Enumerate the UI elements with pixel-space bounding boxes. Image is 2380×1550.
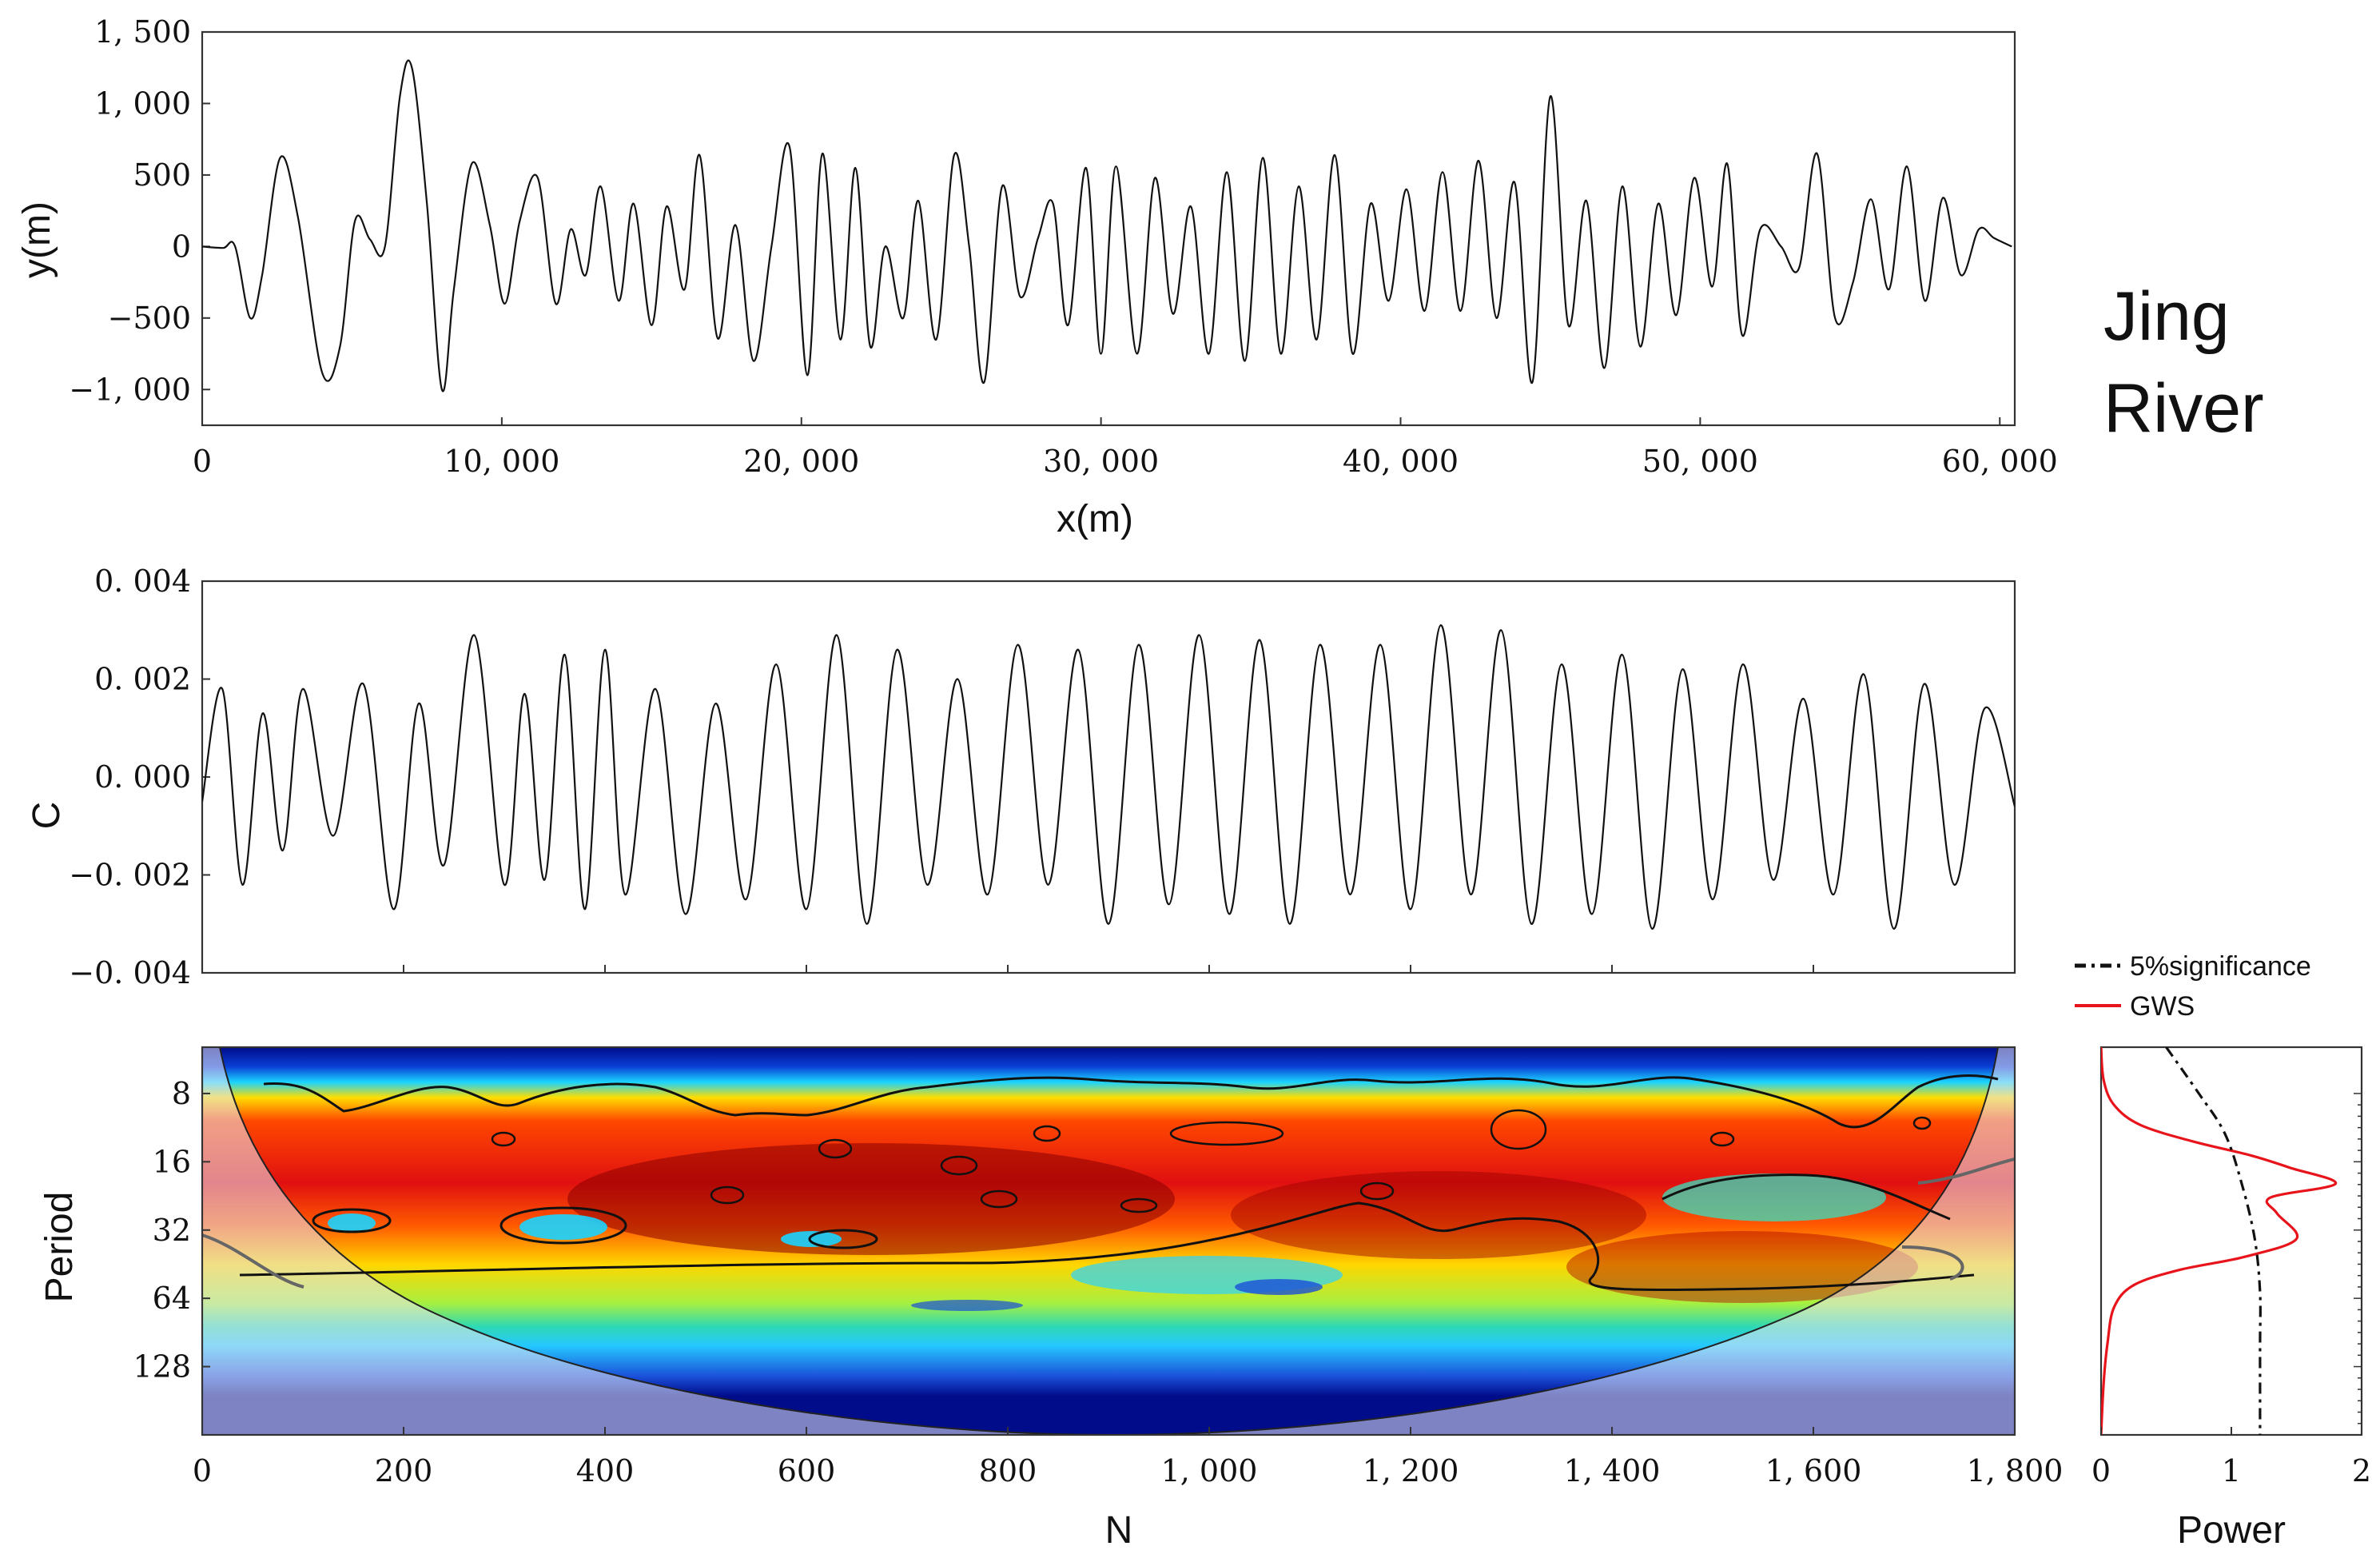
curvature-ytick-label: −0. 002 (69, 858, 191, 893)
planform-ytick-label: 1, 000 (94, 86, 191, 121)
curvature-frame (201, 580, 2016, 974)
planform-xtick-label: 50, 000 (1642, 444, 1758, 479)
wavelet-lowpower-spot (519, 1214, 607, 1240)
significance-contour-island (1490, 1109, 1547, 1150)
curvature-ytick-label: 0. 002 (94, 662, 191, 697)
legend-gws-label: GWS (2130, 991, 2195, 1022)
wavelet-xtick-label: 1, 600 (1765, 1453, 1862, 1488)
wavelet-hotspot (567, 1143, 1175, 1255)
gws-frame (2099, 1046, 2363, 1436)
wavelet-ytick-label: 32 (153, 1213, 191, 1248)
wavelet-ytick-label: 128 (133, 1349, 191, 1385)
significance-contour-island (499, 1206, 627, 1245)
planform-centerline (202, 59, 2012, 392)
wavelet-xtick-label: 800 (979, 1453, 1037, 1488)
planform-ytick-label: 500 (133, 157, 191, 193)
legend-significance-label: 5%significance (2130, 951, 2311, 982)
cone-of-influence (202, 1047, 2015, 1435)
curvature-panel: −0. 004 −0. 002 0. 000 0. 002 0. 004 C (26, 564, 2016, 990)
planform-frame (201, 30, 2016, 427)
curvature-ytick-label: 0. 004 (94, 564, 191, 599)
significance-contour-island (1033, 1125, 1061, 1142)
wavelet-xtick-label: 1, 000 (1161, 1453, 1258, 1488)
significance-contour-island (1120, 1197, 1158, 1213)
wavelet-panel: 0 200 400 600 800 1, 000 1, 200 1, 400 1, 600 1, … (38, 1046, 2064, 1550)
curvature-ytick-label: −0. 004 (69, 955, 191, 990)
planform-xtick-label: 60, 000 (1942, 444, 2058, 479)
wavelet-lowpower-spot (1235, 1279, 1323, 1295)
significance-contour-island (1912, 1116, 1932, 1130)
chart-title-line1: Jing (2103, 278, 2230, 355)
wavelet-xtick-label: 400 (576, 1453, 635, 1488)
planform-xtick-label: 30, 000 (1043, 444, 1159, 479)
planform-ytick-label: 1, 500 (94, 14, 191, 50)
wavelet-frame (201, 1046, 2016, 1436)
gws-xlabel: Power (2177, 1509, 2286, 1550)
curvature-ytick-label: 0. 000 (94, 759, 191, 795)
significance-contour-island (1169, 1121, 1284, 1146)
wavelet-lowpower-spot (911, 1300, 1023, 1311)
curvature-series (202, 624, 2015, 930)
significance-contour-top (263, 1074, 1999, 1129)
wavelet-xtick-label: 1, 200 (1363, 1453, 1459, 1488)
wavelet-xtick-label: 1, 400 (1564, 1453, 1661, 1488)
planform-xtick-label: 0 (193, 444, 212, 479)
gws-xtick-label: 2 (2352, 1453, 2371, 1488)
gws-panel: 0 1 2 Power (2091, 1046, 2371, 1550)
planform-xtick-label: 40, 000 (1343, 444, 1459, 479)
significance-contour-island (1359, 1181, 1395, 1201)
significance-contour-island (808, 1229, 878, 1249)
wavelet-xtick-label: 0 (193, 1453, 212, 1488)
significance-contour-right (1662, 1173, 1951, 1221)
wavelet-ytick-label: 8 (172, 1076, 191, 1111)
planform-ylabel: y(m) (16, 201, 58, 278)
wavelet-ylabel: Period (38, 1192, 81, 1303)
wavelet-ytick-label: 64 (153, 1281, 191, 1316)
gws-series (2101, 1047, 2338, 1435)
wavelet-lowpower-spot (1662, 1173, 1886, 1221)
planform-ytick-label: 0 (172, 229, 191, 264)
wavelet-xtick-label: 600 (778, 1453, 836, 1488)
wavelet-xlabel: N (1105, 1509, 1133, 1550)
significance-contour-island (710, 1185, 745, 1205)
wavelet-hotspot (1231, 1171, 1646, 1259)
planform-ytick-label: −1, 000 (69, 372, 191, 407)
planform-panel: 0 10, 000 20, 000 30, 000 40, 000 50, 000 60, … (16, 14, 2058, 540)
gws-xtick-label: 0 (2091, 1453, 2111, 1488)
significance-contour-island (312, 1208, 392, 1233)
planform-xtick-label: 10, 000 (444, 444, 559, 479)
planform-xtick-label: 20, 000 (743, 444, 859, 479)
significance-contour-island (940, 1155, 978, 1176)
planform-xlabel: x(m) (1057, 498, 1133, 540)
significance-contour-main (239, 1201, 1975, 1292)
wavelet-lowpower-spot (328, 1213, 376, 1233)
significance-contour-island (818, 1138, 853, 1159)
wavelet-xtick-label: 1, 800 (1967, 1453, 2064, 1488)
significance-series (2165, 1047, 2262, 1435)
wavelet-ytick-label: 16 (153, 1144, 191, 1179)
curvature-ylabel: C (26, 802, 68, 830)
significance-contour-island (491, 1131, 516, 1147)
coi-gray-contour (202, 1158, 2015, 1289)
gws-xtick-label: 1 (2222, 1453, 2241, 1488)
legend: 5%significance GWS (2075, 951, 2311, 1022)
wavelet-lowpower-spot (781, 1231, 842, 1247)
wavelet-xtick-label: 200 (375, 1453, 433, 1488)
chart-title-line2: River (2103, 370, 2264, 447)
significance-contour-island (1709, 1131, 1735, 1147)
significance-contour-island (980, 1189, 1018, 1209)
planform-ytick-label: −500 (108, 301, 191, 336)
